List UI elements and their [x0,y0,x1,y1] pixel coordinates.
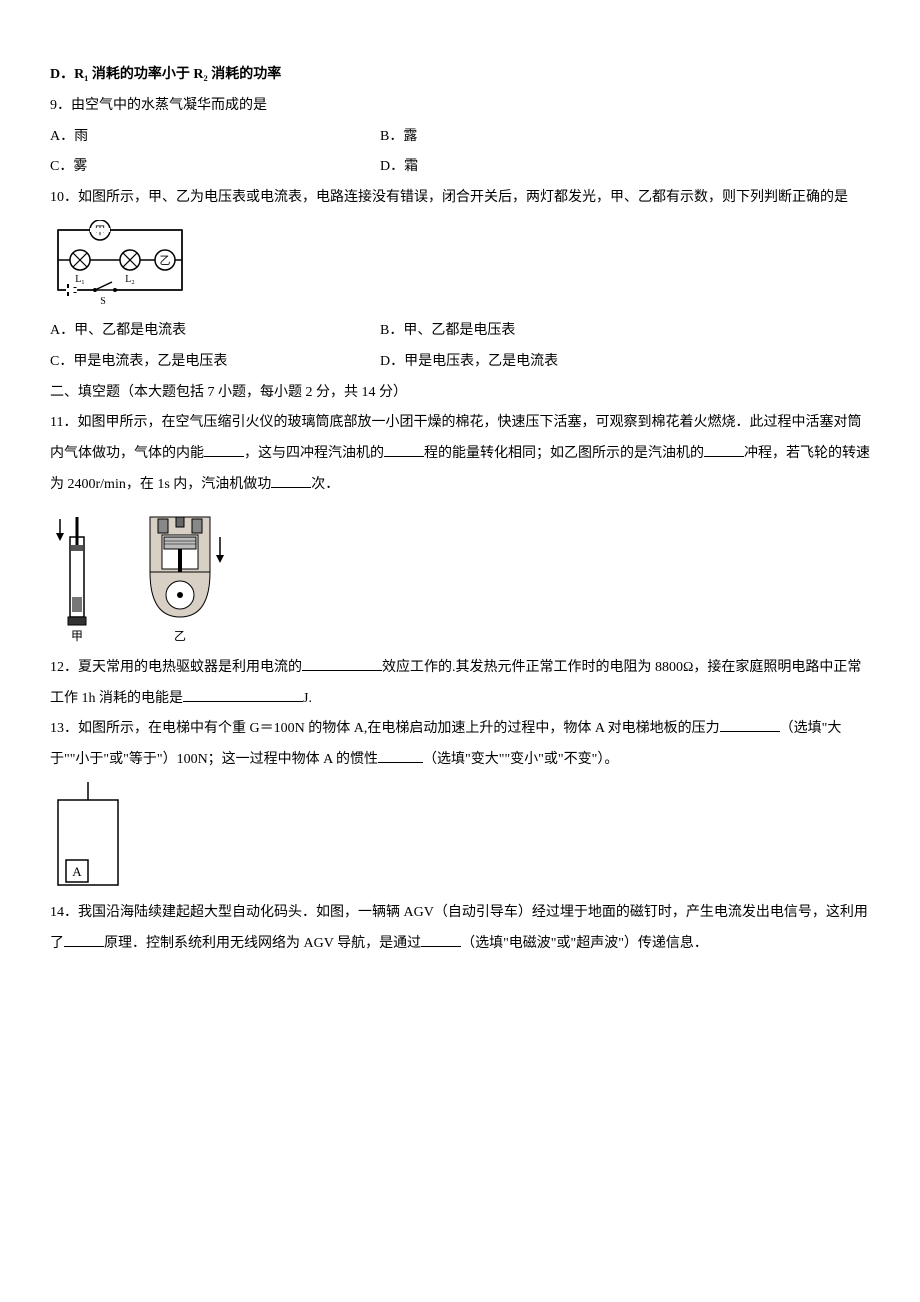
q14-text-b: 原理．控制系统利用无线网络为 AGV 导航，是通过 [104,936,421,951]
q12-blank-2[interactable] [183,687,303,702]
q8-option-d: D．R₁ 消耗的功率小于 R₂ 消耗的功率 [50,60,870,91]
q9-option-a: A．雨 [50,122,380,153]
q9-option-c: C．雾 [50,152,380,183]
q11-text-c: 程的能量转化相同；如乙图所示的是汽油机的 [424,446,704,461]
q10-option-b: B．甲、乙都是电压表 [380,316,870,347]
q12-blank-1[interactable] [302,656,382,671]
q14-text-c: （选填"电磁波"或"超声波"）传递信息． [461,936,708,951]
q12-text-c: J. [303,691,312,706]
q14-blank-1[interactable] [64,932,104,947]
q11-text-b: ，这与四冲程汽油机的 [244,446,384,461]
q10-l2-label: L₂ [125,274,135,285]
q11-figure: 甲 乙 [50,507,870,647]
q14-blank-2[interactable] [421,932,461,947]
q9-option-b: B．露 [380,122,870,153]
q10-s-label: S [100,296,106,307]
q10-stem: 10．如图所示，甲、乙为电压表或电流表，电路连接没有错误，闭合开关后，两灯都发光… [50,183,870,214]
q11-yi-label: 乙 [174,629,186,643]
q10-option-a: A．甲、乙都是电流表 [50,316,380,347]
q12-text-a: 12．夏天常用的电热驱蚊器是利用电流的 [50,660,302,675]
q10-option-c: C．甲是电流表，乙是电压表 [50,347,380,378]
q11-blank-4[interactable] [271,473,311,488]
q11-blank-3[interactable] [704,442,744,457]
q10-option-d: D．甲是电压表，乙是电流表 [380,347,870,378]
q10-figure: 甲 L₁ L₂ 乙 S [50,220,870,310]
q13-blank-2[interactable] [378,748,423,763]
q12-text: 12．夏天常用的电热驱蚊器是利用电流的效应工作的.其发热元件正常工作时的电阻为 … [50,653,870,715]
q13-text-c: （选填"变大""变小"或"不变"）。 [423,752,618,767]
q11-blank-1[interactable] [204,442,244,457]
q10-l1-label: L₁ [75,274,85,285]
q11-text-e: 次． [311,477,339,492]
q13-figure: A [50,782,870,892]
q13-text-a: 13．如图所示，在电梯中有个重 G＝100N 的物体 A,在电梯启动加速上升的过… [50,721,720,736]
q11-jia-label: 甲 [71,629,83,643]
q9-stem: 9．由空气中的水蒸气凝华而成的是 [50,91,870,122]
q10-yi-label: 乙 [160,254,171,267]
q14-text: 14．我国沿海陆续建起超大型自动化码头．如图，一辆辆 AGV（自动引导车）经过埋… [50,898,870,960]
q11-blank-2[interactable] [384,442,424,457]
q13-text: 13．如图所示，在电梯中有个重 G＝100N 的物体 A,在电梯启动加速上升的过… [50,714,870,776]
q11-text: 11．如图甲所示，在空气压缩引火仪的玻璃筒底部放一小团干燥的棉花，快速压下活塞，… [50,408,870,500]
q13-a-label: A [72,864,82,879]
q9-option-d: D．霜 [380,152,870,183]
q13-blank-1[interactable] [720,717,780,732]
section2-header: 二、填空题（本大题包括 7 小题，每小题 2 分，共 14 分） [50,378,870,409]
